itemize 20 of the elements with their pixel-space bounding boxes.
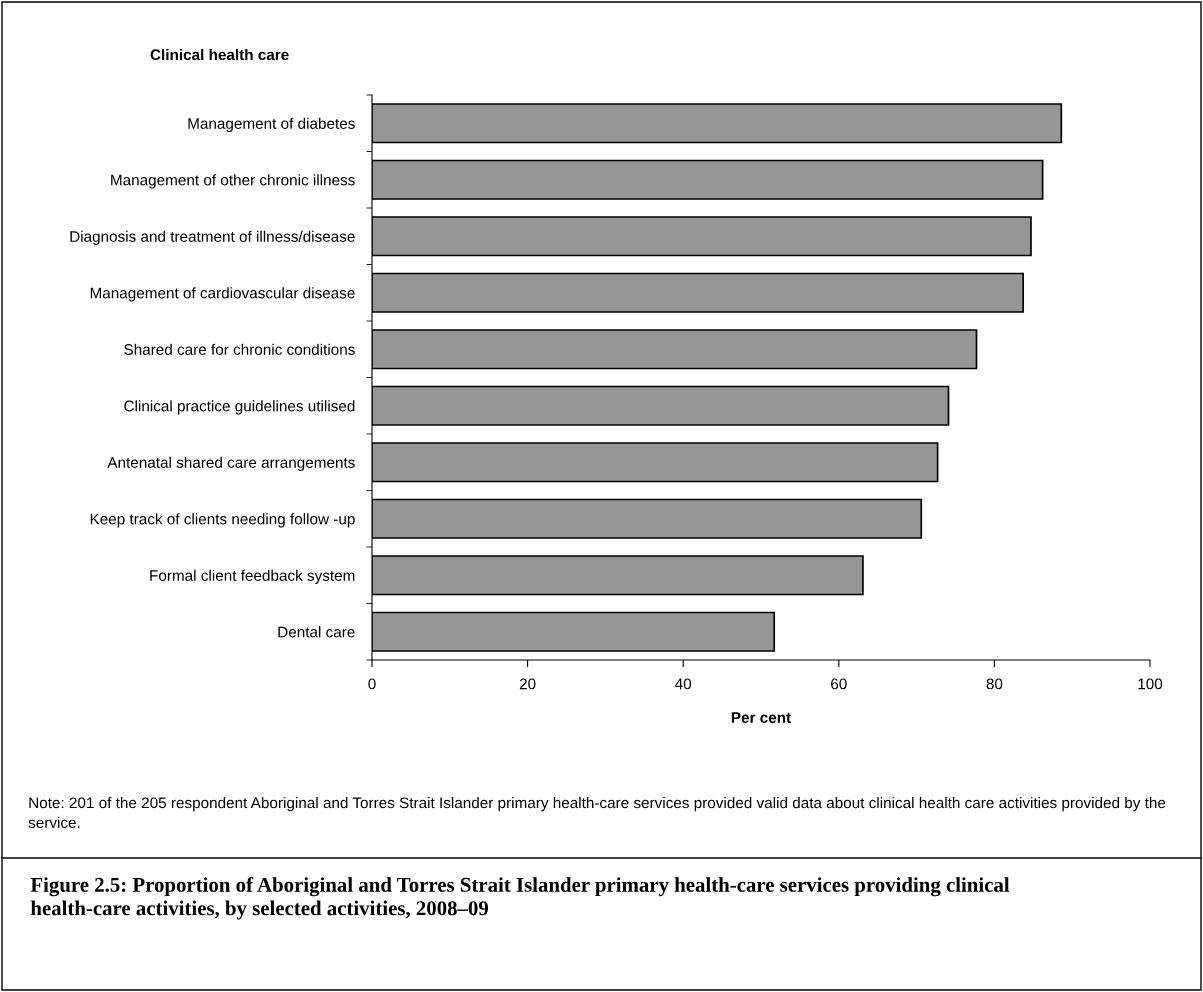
y-tick-label: Formal client feedback system: [150, 569, 355, 584]
x-tick-label: 40: [675, 678, 692, 690]
x-tick-label: 80: [986, 678, 1003, 690]
y-tick-label: Shared care for chronic conditions: [124, 343, 355, 355]
caption: Figure 2.5: Proportion of Aboriginal and Torres Strait Islander primary health-care services providing clinical health-care activities, by selected activities, 2008–09: [30, 877, 1010, 920]
y-tick-label: Clinical practice guidelines utilised: [124, 400, 355, 415]
y-tick-label: Dental care: [278, 626, 355, 638]
y-tick-label: Management of diabetes: [188, 117, 355, 132]
y-tick-label: Management of cardiovascular disease: [90, 287, 355, 302]
x-tick-label: 0: [368, 678, 376, 690]
x-tick-label: 20: [519, 678, 536, 690]
text: Clinical health care: [150, 48, 289, 61]
x-tick-label: 60: [831, 678, 847, 690]
y-tick-label: Keep track of clients needing follow -up: [90, 513, 355, 528]
text: Note: 201 of the 205 respondent Aboriginal and Torres Strait Islander primary health-care services provided valid data about clinical health care activities provided by the service.: [28, 797, 1166, 828]
y-tick-label: Diagnosis and treatment of illness/disease: [70, 230, 355, 245]
x-tick-label: 100: [1138, 678, 1163, 690]
y-tick-label: Antenatal shared care arrangements: [107, 456, 355, 471]
y-tick-label: Management of other chronic illness: [111, 174, 355, 189]
x-axis-title: Per cent: [731, 712, 791, 723]
